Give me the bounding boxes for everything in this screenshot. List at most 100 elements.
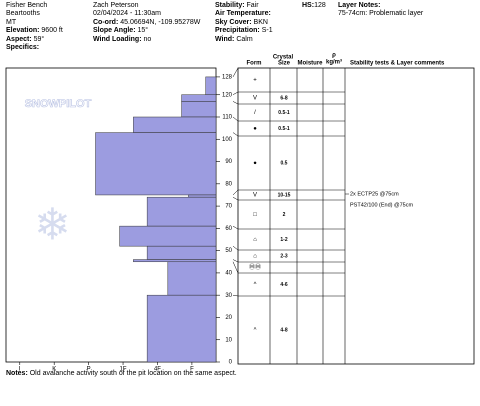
y-tick-label: 20: [225, 315, 232, 321]
column-header: Form: [247, 61, 262, 67]
stability-test: PST42/100 (End) @75cm: [350, 202, 413, 208]
field: Precipitation: S-1: [215, 27, 273, 35]
hardness-bar: [205, 76, 217, 95]
notes: Notes: Old avalanche activity south of t…: [6, 370, 237, 378]
x-tick-label: I: [19, 367, 21, 373]
grain-form: ^: [254, 282, 257, 288]
y-tick-label: 128: [222, 74, 233, 80]
grain-form: V: [253, 193, 257, 199]
label: Wind Loading:: [93, 35, 142, 43]
hardness-bar: [146, 196, 217, 227]
hardness-bar: [181, 101, 217, 118]
layer-connector: [232, 67, 239, 78]
grain-form: ⓂⓂ: [249, 263, 261, 271]
hardness-bar: [133, 116, 217, 133]
label: Aspect:: [6, 35, 32, 43]
layer-connector: [232, 259, 239, 263]
field: Specifics:: [6, 44, 63, 52]
layer-connector: [232, 101, 239, 105]
layer-connector: [232, 132, 239, 137]
label: HS:: [302, 2, 315, 9]
value: 15°: [137, 27, 149, 35]
label: Sky Cover:: [215, 18, 252, 26]
x-tick-label: 4F: [154, 367, 161, 373]
column-header: ρ: [332, 53, 336, 59]
layer-connector: [232, 245, 239, 251]
column-header: Moisture: [297, 61, 323, 67]
grain-form: ⌂: [253, 254, 257, 260]
value: 9600 ft: [41, 27, 63, 35]
y-tick-label: 30: [225, 293, 232, 299]
site: Fisher Bench: [6, 2, 48, 9]
grain-size: 2-3: [280, 253, 287, 259]
header-col-4: HS:128: [302, 2, 326, 10]
header-col-5: Layer Notes: 75-74cm: Problematic layer: [338, 2, 423, 19]
field: Co-ord: 45.06694N, -109.95278W: [93, 19, 200, 27]
y-tick-label: 60: [225, 226, 232, 232]
label: Elevation:: [6, 27, 40, 35]
y-tick-label: 70: [225, 204, 232, 210]
y-tick-label: 100: [222, 137, 233, 143]
value: Calm: [236, 35, 253, 43]
x-tick-label: F: [190, 367, 194, 373]
grain-size: 4-6: [280, 282, 287, 288]
hardness-bar: [95, 132, 217, 196]
header-col-1: Fisher Bench Beartooths MT Elevation: 96…: [6, 2, 63, 52]
grain-size: 0.5-1: [278, 126, 290, 132]
field: Air Temperature:: [215, 10, 273, 18]
header-col-2: Zach Peterson 02/04/2024 - 11:30am Co-or…: [93, 2, 200, 44]
x-tick-label: 1F: [120, 367, 127, 373]
label: Precipitation:: [215, 27, 260, 35]
layer-connector: [232, 225, 239, 230]
value: Old avalanche activity south of the pit …: [29, 370, 237, 377]
range: Beartooths: [6, 10, 40, 18]
y-tick-label: 50: [225, 248, 232, 254]
value: 128: [314, 2, 326, 9]
y-tick-label: 110: [222, 115, 232, 121]
watermark-flake: ❄: [34, 201, 71, 250]
column-header: Size: [278, 61, 291, 67]
y-tick-label: 10: [225, 337, 232, 343]
y-tick-label: 40: [225, 270, 232, 276]
label: Layer Notes:: [338, 2, 381, 9]
layer-connector: [232, 189, 239, 196]
layer-connector: [232, 294, 239, 297]
label: Stability:: [215, 2, 245, 9]
layer-connector: [232, 196, 239, 201]
y-tick-label: 80: [225, 181, 232, 187]
label: Slope Angle:: [93, 27, 136, 35]
layer-connector: [232, 91, 239, 95]
field: Layer Notes:: [338, 2, 423, 10]
header-col-3: Stability: Fair Air Temperature: Sky Cov…: [215, 2, 273, 44]
watermark: SNOWPILOT: [25, 98, 92, 110]
grain-size: 6-8: [280, 95, 287, 101]
field: Aspect: 59°: [6, 36, 63, 44]
grain-form: +: [253, 78, 257, 84]
layer-table: [237, 67, 475, 365]
hardness-bar: [181, 94, 217, 102]
observer: Zach Peterson: [93, 2, 139, 9]
grain-size: 1-2: [280, 237, 287, 243]
grain-size: 0.5: [281, 160, 288, 166]
field: Sky Cover: BKN: [215, 19, 273, 27]
column-header: Stability tests & Layer comments: [350, 61, 445, 67]
field: Elevation: 9600 ft: [6, 27, 63, 35]
grain-form: /: [254, 110, 256, 116]
value: BKN: [253, 18, 268, 26]
label: Notes:: [6, 370, 28, 377]
x-tick-label: K: [52, 367, 56, 373]
y-tick-label: 0: [229, 360, 233, 366]
hardness-bar: [119, 225, 217, 247]
column-header: Crystal: [273, 55, 294, 61]
label: Specifics:: [6, 44, 40, 52]
label: Air Temperature:: [215, 10, 271, 18]
field: Wind Loading: no: [93, 36, 200, 44]
label: Co-ord:: [93, 18, 119, 26]
grain-form: ^: [254, 328, 257, 334]
x-tick-label: P: [87, 367, 91, 373]
hardness-bar: [167, 261, 217, 296]
stability-test: 2x ECTP25 @75cm: [350, 191, 399, 197]
value: 59°: [33, 35, 45, 43]
